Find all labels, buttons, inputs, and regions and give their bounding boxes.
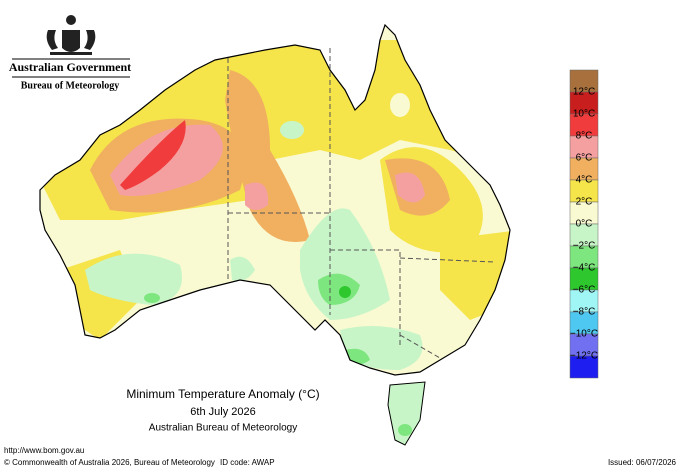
state-borders bbox=[227, 48, 496, 359]
legend-label: 8°C bbox=[576, 131, 593, 142]
legend: 12°C 10°C 8°C 6°C 4°C 2°C 0°C −2°C −4°C −6°C −8°C −… bbox=[569, 69, 599, 379]
tasmania-anomaly bbox=[398, 424, 412, 436]
map-date: 6th July 2026 bbox=[190, 406, 255, 418]
footer-id: ID code: AWAP bbox=[220, 458, 275, 467]
legend-label: −4°C bbox=[573, 263, 596, 274]
agency: Bureau of Meteorology bbox=[21, 80, 120, 91]
crest bbox=[46, 15, 96, 55]
legend-label: 6°C bbox=[576, 153, 593, 164]
legend-swatch bbox=[569, 355, 599, 379]
legend-label: 12°C bbox=[573, 87, 595, 98]
legend-label: −12°C bbox=[570, 351, 598, 362]
footer-copyright: © Commonwealth of Australia 2026, Bureau… bbox=[4, 458, 215, 467]
map-title: Minimum Temperature Anomaly (°C) bbox=[126, 387, 319, 401]
map-source: Australian Bureau of Meteorology bbox=[149, 423, 297, 434]
legend-label: 2°C bbox=[576, 197, 593, 208]
government: Australian Government bbox=[9, 60, 131, 74]
legend-label: 4°C bbox=[576, 175, 593, 186]
legend-label: −8°C bbox=[573, 307, 596, 318]
footer-issued: Issued: 06/07/2026 bbox=[608, 458, 677, 467]
legend-label: −2°C bbox=[573, 241, 596, 252]
legend-label: −10°C bbox=[570, 329, 598, 340]
legend-label: −6°C bbox=[573, 285, 596, 296]
legend-label: 10°C bbox=[573, 109, 595, 120]
tasmania bbox=[387, 381, 426, 446]
footer-url: http://www.bom.gov.au bbox=[4, 446, 84, 455]
legend-label: 0°C bbox=[576, 219, 593, 230]
